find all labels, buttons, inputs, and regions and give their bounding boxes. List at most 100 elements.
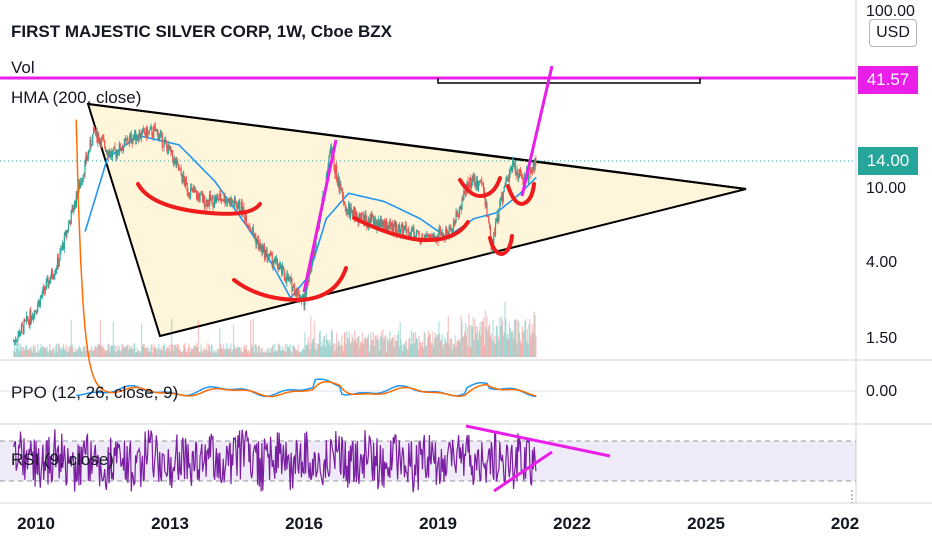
volume-bar (239, 350, 242, 357)
candle-body (51, 270, 53, 278)
volume-bar (213, 351, 215, 357)
volume-bar (366, 337, 369, 357)
volume-bar (422, 348, 424, 357)
volume-bar (131, 348, 133, 357)
candle-body (202, 195, 205, 202)
candle-body (464, 191, 466, 194)
candle-body (406, 230, 408, 233)
legend-rsi[interactable]: RSI (9, close) (11, 450, 114, 469)
candle-body (89, 139, 91, 151)
breakout-line-projection[interactable] (520, 65, 554, 197)
x-tick-2028-partial: 202 (830, 514, 860, 533)
volume-bar (151, 344, 153, 357)
candle-body (212, 195, 214, 207)
candle-body (471, 176, 473, 183)
candle-body (19, 331, 21, 337)
triangle-drawing[interactable] (86, 102, 747, 338)
candle-body (210, 198, 212, 201)
legend-ppo[interactable]: PPO (12, 26, close, 9) (11, 383, 179, 402)
rsi-trendline-lower[interactable] (493, 450, 553, 493)
volume-bar (467, 346, 469, 357)
volume-bar (500, 325, 502, 357)
volume-bar (509, 328, 511, 357)
volume-bar (130, 345, 132, 357)
candle-body (350, 207, 352, 212)
candle-body (21, 324, 23, 326)
candle-body (400, 226, 402, 233)
candle-body (247, 225, 249, 227)
currency-button[interactable]: USD (869, 19, 917, 47)
volume-bar (37, 352, 40, 357)
candle-body (92, 126, 95, 135)
red-arc-5[interactable] (488, 234, 514, 257)
volume-bar (288, 347, 290, 357)
red-arc-1[interactable] (136, 182, 262, 216)
candle-body (424, 235, 426, 237)
triangle-upper-line[interactable] (87, 103, 747, 190)
volume-bar (456, 341, 458, 357)
volume-bar (490, 333, 492, 357)
candle-body (79, 182, 81, 188)
candle-body (501, 195, 504, 201)
candle-body (411, 228, 413, 230)
volume-bar (51, 349, 53, 357)
volume-bar (25, 345, 27, 357)
volume-bar (477, 340, 479, 357)
candle-body (177, 160, 179, 165)
volume-bar (132, 348, 134, 357)
volume-bar (125, 346, 127, 357)
volume-bar (303, 349, 305, 357)
volume-bar (386, 337, 388, 357)
candle-body (172, 158, 175, 165)
candle-body (158, 137, 160, 140)
candle-body (232, 202, 235, 206)
candle-body (228, 198, 230, 203)
candle-body (108, 151, 110, 157)
candle-body (403, 228, 405, 236)
legend-hma[interactable]: HMA (200, close) (11, 88, 142, 107)
candle-body (488, 215, 490, 223)
volume-bar (488, 323, 491, 357)
candle-body (375, 221, 377, 229)
candle-body (263, 245, 265, 248)
volume-bar (145, 347, 147, 357)
candle-body (447, 231, 449, 236)
candle-body (62, 242, 64, 249)
red-arc-4[interactable] (458, 176, 502, 199)
range-box-drawing[interactable] (437, 78, 701, 84)
candle-body (188, 193, 190, 195)
candle-body (462, 198, 464, 201)
breakout-line-2016[interactable] (302, 139, 338, 293)
rsi-trendline-upper[interactable] (465, 424, 611, 458)
candle-body (260, 245, 262, 249)
candle-body (472, 176, 474, 181)
volume-bar (270, 348, 272, 357)
volume-bar (61, 349, 63, 357)
volume-bar (410, 330, 412, 357)
volume-bar (323, 336, 325, 357)
candle-body (354, 211, 357, 221)
volume-bar (306, 344, 309, 357)
candle-body (496, 214, 498, 222)
volume-bar (325, 333, 327, 357)
volume-bar (423, 331, 425, 357)
volume-bar (54, 352, 56, 357)
candle-body (467, 181, 469, 187)
candle-body (328, 157, 330, 167)
candle-body (405, 225, 407, 233)
red-arc-3[interactable] (352, 216, 470, 243)
candle-body (37, 304, 39, 312)
candle-body (476, 180, 479, 190)
candle-body (349, 207, 351, 218)
legend-volume[interactable]: Vol (11, 58, 35, 77)
red-arc-6[interactable] (506, 182, 536, 207)
volume-bar (252, 318, 254, 357)
candle-body (57, 257, 59, 267)
candle-body (93, 126, 96, 131)
volume-bar (260, 349, 262, 357)
volume-bar (80, 350, 83, 357)
volume-bar (334, 351, 336, 357)
red-arc-2[interactable] (232, 266, 348, 303)
candle-body (84, 161, 86, 175)
